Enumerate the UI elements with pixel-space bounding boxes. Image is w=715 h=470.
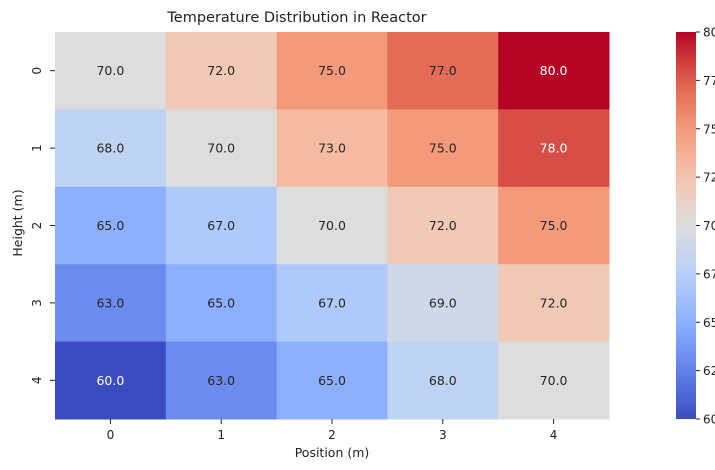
y-tick-label: 1 — [30, 144, 44, 152]
y-axis-ticks: 0 1 2 3 4 — [30, 67, 55, 384]
colorbar-ticks: 60.0 62.5 65.0 67.5 70.0 72.5 75.0 77.5 80.0 — [696, 26, 715, 427]
cell-value-label: 77.0 — [429, 63, 457, 78]
heatmap-cell — [165, 341, 278, 420]
heatmap-cell — [387, 264, 499, 343]
y-axis-label: Height (m) — [10, 189, 25, 256]
y-tick-label: 0 — [30, 67, 44, 75]
cell-value-label: 70.0 — [207, 141, 235, 156]
cell-value-label: 75.0 — [318, 63, 346, 78]
cell-value-label: 63.0 — [207, 373, 235, 388]
cell-value-label: 69.0 — [429, 295, 457, 310]
cell-value-label: 68.0 — [429, 373, 457, 388]
heatmap-cell — [165, 264, 278, 343]
cell-value-label: 72.0 — [207, 63, 235, 78]
heatmap-cell — [55, 32, 167, 110]
cell-value-label: 63.0 — [96, 295, 124, 310]
cell-value-label: 60.0 — [96, 373, 124, 388]
x-tick-label: 0 — [107, 428, 115, 442]
heatmap-cell — [55, 186, 167, 265]
x-tick-label: 3 — [439, 428, 447, 442]
cell-value-label: 67.0 — [207, 218, 235, 233]
cell-value-label: 72.0 — [429, 218, 457, 233]
cell-value-label: 65.0 — [96, 218, 124, 233]
heatmap-cell — [387, 341, 499, 420]
colorbar-tick-label: 77.5 — [703, 74, 715, 88]
cell-value-label: 75.0 — [540, 218, 568, 233]
heatmap-cell — [276, 109, 388, 188]
colorbar-tick-label: 70.0 — [703, 219, 715, 233]
heatmap-cell — [55, 341, 167, 420]
x-tick-label: 2 — [328, 428, 336, 442]
heatmap-cells: 70.0 72.0 75.0 77.0 80.0 68.0 70.0 73.0 75.0 78.0… — [55, 32, 610, 420]
colorbar-tick-label: 72.5 — [703, 171, 715, 185]
y-tick-label: 2 — [30, 222, 44, 230]
cell-value-label: 65.0 — [207, 295, 235, 310]
colorbar-tick-label: 67.5 — [703, 267, 715, 281]
y-tick-label: 4 — [30, 376, 44, 384]
heatmap-cell — [276, 32, 388, 110]
cell-value-label: 65.0 — [318, 373, 346, 388]
heatmap-cell — [276, 264, 388, 343]
heatmap-cell — [165, 186, 278, 265]
cell-value-label: 73.0 — [318, 141, 346, 156]
x-axis-label: Position (m) — [295, 445, 370, 460]
cell-value-label: 72.0 — [540, 295, 568, 310]
colorbar-tick-label: 62.5 — [703, 364, 715, 378]
heatmap-cell — [165, 109, 278, 188]
chart-title: Temperature Distribution in Reactor — [166, 10, 426, 26]
cell-value-label: 80.0 — [540, 63, 568, 78]
cell-value-label: 70.0 — [540, 373, 568, 388]
colorbar — [676, 32, 696, 419]
colorbar-tick-label: 65.0 — [703, 316, 715, 330]
colorbar-tick-label: 80.0 — [703, 26, 715, 40]
heatmap-cell — [55, 264, 167, 343]
heatmap-cell — [498, 32, 610, 110]
x-axis-ticks: 0 1 2 3 4 — [107, 419, 558, 442]
cell-value-label: 70.0 — [96, 63, 124, 78]
heatmap-cell — [498, 186, 610, 265]
cell-value-label: 68.0 — [96, 141, 124, 156]
cell-value-label: 70.0 — [318, 218, 346, 233]
colorbar-tick-label: 75.0 — [703, 122, 715, 136]
heatmap-cell — [276, 341, 388, 420]
colorbar-tick-label: 60.0 — [703, 413, 715, 427]
heatmap-cell — [276, 186, 388, 265]
x-tick-label: 4 — [550, 428, 558, 442]
heatmap-cell — [387, 186, 499, 265]
heatmap-cell — [387, 32, 499, 110]
cell-value-label: 67.0 — [318, 295, 346, 310]
heatmap-cell — [55, 109, 167, 188]
heatmap-cell — [498, 264, 610, 343]
y-tick-label: 3 — [30, 299, 44, 307]
heatmap-cell — [165, 32, 278, 110]
cell-value-label: 78.0 — [540, 141, 568, 156]
x-tick-label: 1 — [217, 428, 225, 442]
heatmap-cell — [498, 341, 610, 420]
heatmap-cell — [498, 109, 610, 188]
heatmap-cell — [387, 109, 499, 188]
cell-value-label: 75.0 — [429, 141, 457, 156]
